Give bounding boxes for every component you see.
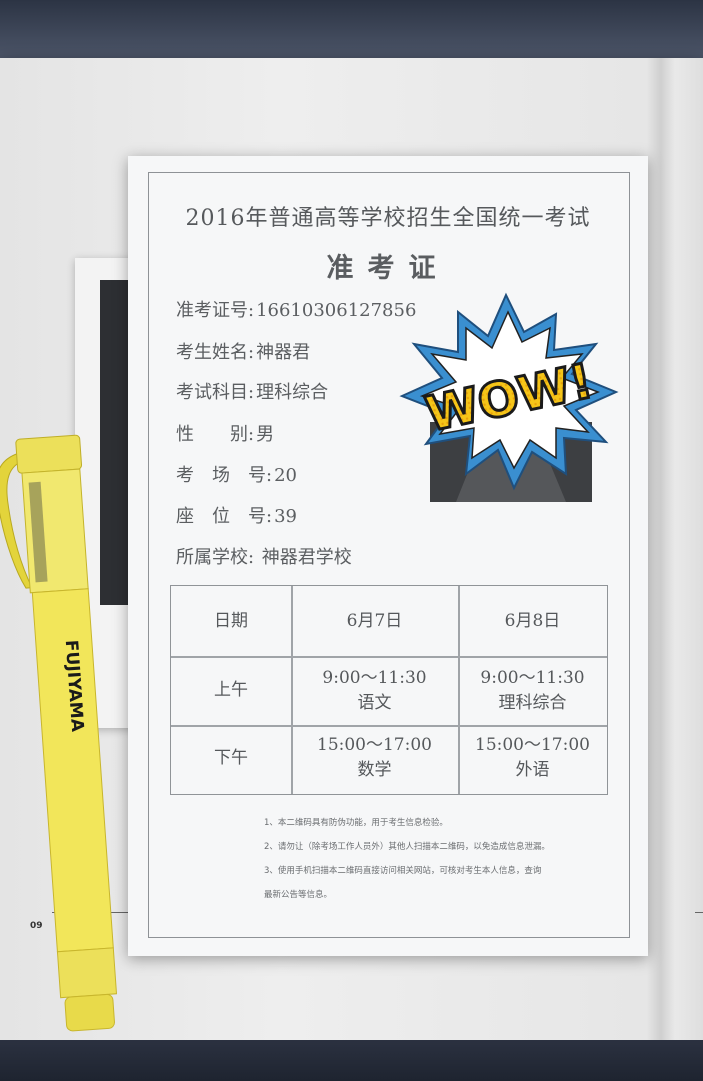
field-school: 所属学校: 神器君学校 [176,543,352,569]
field-value: 20 [274,465,297,486]
field-label: 考试科目: [176,382,255,403]
schedule-header-date: 日期 [214,611,248,631]
field-label: 座 位 号: [176,506,273,527]
schedule-cell: 9:00～11:30 语文 [322,668,427,713]
wow-sticker-photo: WOW! [399,292,619,502]
field-value: 男 [256,424,275,445]
schedule-header-day1: 6月7日 [346,611,403,631]
schedule-row-morning: 上午 [214,680,248,700]
ticket-border [148,172,630,938]
field-label: 性 别: [176,424,255,445]
field-gender: 性 别: 男 [176,420,274,446]
page-number: 09 [30,921,43,931]
note-line: 最新公告等信息。 [264,890,333,900]
card-title: 准考证 [326,253,450,284]
note-line: 2、请勿让（除考场工作人员外）其他人扫描本二维码，以免造成信息泄漏。 [264,842,550,852]
field-value: 神器君学校 [261,547,352,568]
schedule-row-afternoon: 下午 [214,748,248,768]
field-ticket-number: 准考证号: 16610306127856 [176,296,416,322]
field-label: 准考证号: [176,300,255,321]
admission-ticket: 2016年普通高等学校招生全国统一考试 准考证 准考证号: 16610306127… [128,156,648,956]
exam-title: 2016年普通高等学校招生全国统一考试 [185,206,591,231]
field-room: 考 场 号: 20 [176,461,297,487]
schedule-cell: 15:00～17:00 数学 [317,735,432,780]
field-value: 理科综合 [256,382,329,403]
field-label: 考生姓名: [176,342,255,363]
page-rule-right [695,912,703,913]
schedule-cell: 15:00～17:00 外语 [475,735,590,780]
field-value: 39 [274,506,297,527]
field-label: 考 场 号: [176,465,273,486]
field-seat: 座 位 号: 39 [176,502,297,528]
field-name: 考生姓名: 神器君 [176,338,310,364]
field-value: 16610306127856 [256,300,417,321]
schedule-cell: 9:00～11:30 理科综合 [480,668,585,713]
field-value: 神器君 [256,342,311,363]
field-label: 所属学校: [176,547,260,568]
schedule-header-day2: 6月8日 [504,611,561,631]
schedule-table: 日期 6月7日 6月8日 上午 9:00～11:30 语文 9:00～11:30 理… [170,585,608,795]
book-edge [0,1040,703,1081]
note-line: 1、本二维码具有防伪功能，用于考生信息检验。 [264,818,448,828]
field-subject: 考试科目: 理科综合 [176,378,328,404]
note-line: 3、使用手机扫描本二维码直接访问相关网站，可核对考生本人信息，查询 [264,866,542,876]
